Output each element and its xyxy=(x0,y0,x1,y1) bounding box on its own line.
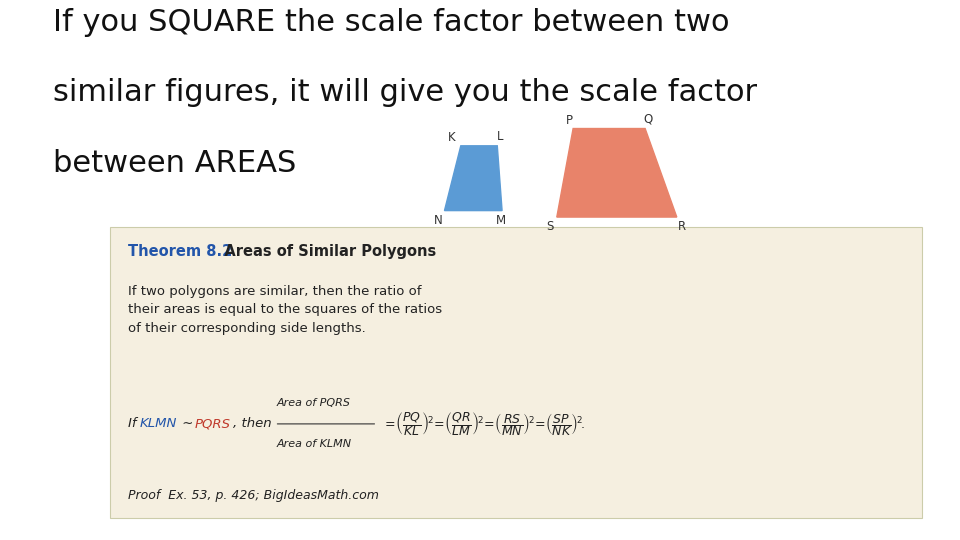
Text: similar figures, it will give you the scale factor: similar figures, it will give you the sc… xyxy=(53,78,756,107)
Text: , then: , then xyxy=(233,417,272,430)
Text: $=\!\left(\dfrac{PQ}{KL}\right)^{\!2}\!=\!\left(\dfrac{QR}{LM}\right)^{\!2}\!=\!: $=\!\left(\dfrac{PQ}{KL}\right)^{\!2}\!=… xyxy=(382,410,585,438)
Text: If two polygons are similar, then the ratio of
their areas is equal to the squar: If two polygons are similar, then the ra… xyxy=(128,285,442,335)
Polygon shape xyxy=(557,129,677,217)
Text: If you SQUARE the scale factor between two: If you SQUARE the scale factor between t… xyxy=(53,8,730,37)
Text: Area of PQRS: Area of PQRS xyxy=(276,399,350,408)
Text: KLMN: KLMN xyxy=(139,417,177,430)
Text: Area of KLMN: Area of KLMN xyxy=(276,440,351,449)
Text: L: L xyxy=(497,130,503,143)
Text: ∼: ∼ xyxy=(178,417,197,430)
Text: P: P xyxy=(565,114,573,127)
Text: PQRS: PQRS xyxy=(195,417,231,430)
FancyBboxPatch shape xyxy=(110,227,922,518)
Text: If: If xyxy=(128,417,140,430)
Text: M: M xyxy=(496,214,506,227)
Text: R: R xyxy=(678,220,685,233)
Text: Theorem 8.2: Theorem 8.2 xyxy=(128,244,232,259)
Text: Areas of Similar Polygons: Areas of Similar Polygons xyxy=(209,244,437,259)
Text: S: S xyxy=(546,220,554,233)
Text: K: K xyxy=(448,131,456,144)
Text: Proof  Ex. 53, p. 426; BigIdeasMath.com: Proof Ex. 53, p. 426; BigIdeasMath.com xyxy=(128,489,378,502)
Text: between AREAS: between AREAS xyxy=(53,148,297,178)
Text: Q: Q xyxy=(643,112,653,125)
Polygon shape xyxy=(444,146,502,211)
Text: N: N xyxy=(433,214,443,227)
